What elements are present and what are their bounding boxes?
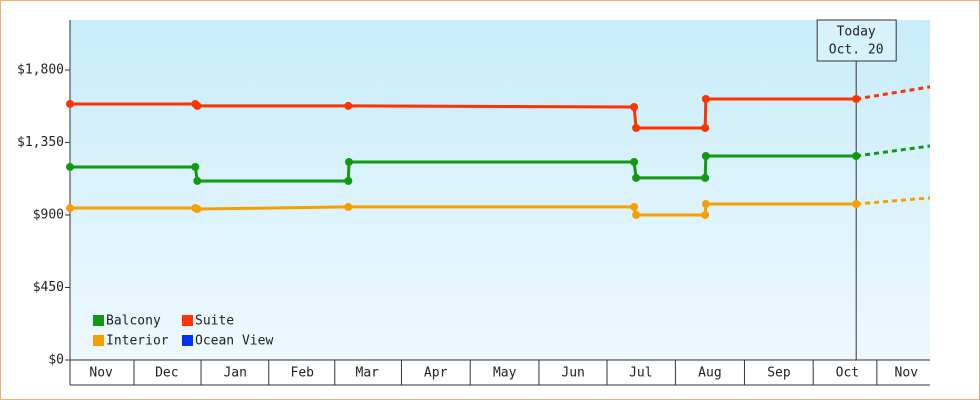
legend-swatch (182, 315, 193, 326)
x-tick-label: Dec (155, 366, 178, 381)
series-point (630, 157, 639, 166)
series-point (701, 94, 710, 103)
series-point (701, 123, 710, 132)
legend-item: Balcony (93, 314, 161, 329)
series-point (701, 173, 710, 182)
series-point (630, 202, 639, 211)
series-point (344, 202, 353, 211)
legend-swatch (182, 335, 193, 346)
series-line (70, 154, 857, 183)
legend-swatch (93, 315, 104, 326)
x-tick-label: May (493, 366, 517, 381)
y-tick-label: $1,800 (17, 62, 64, 77)
y-tick-label: $1,350 (17, 135, 64, 150)
y-tick-label: $900 (33, 207, 64, 222)
series-point (701, 200, 710, 209)
legend-item: Ocean View (182, 334, 273, 349)
today-label: Today (837, 25, 876, 40)
x-tick-label: Feb (291, 366, 315, 381)
legend-label: Balcony (106, 314, 161, 329)
series-point (66, 162, 74, 171)
x-tick-label: Mar (356, 366, 380, 381)
legend-label: Suite (195, 314, 234, 329)
series-point (632, 210, 641, 219)
x-tick-label: Oct (836, 366, 859, 381)
series-point (344, 176, 353, 185)
series-point (630, 103, 639, 112)
legend-label: Interior (106, 334, 169, 349)
x-tick-label: Apr (424, 366, 448, 381)
legend-swatch (93, 335, 104, 346)
x-tick-label: Sep (767, 366, 791, 381)
x-tick-label: Jan (223, 366, 246, 381)
today-box (816, 19, 897, 62)
x-tick-label: Nov (895, 366, 919, 381)
legend-item: Suite (182, 314, 234, 329)
series-point (193, 205, 202, 214)
series-point (632, 173, 641, 182)
series-point (701, 210, 710, 219)
today-label: Oct. 20 (829, 43, 884, 58)
series-point (66, 99, 74, 108)
plot-area (70, 20, 930, 360)
layer: $0 $450 $900 $1,350 $1,800 Nov Dec Jan Feb Mar Apr… (17, 19, 931, 386)
legend-label: Ocean View (195, 334, 273, 349)
series-point (344, 157, 353, 166)
y-tick-label: $450 (33, 280, 64, 295)
legend-item: Interior (93, 334, 169, 349)
forecast-line (855, 144, 931, 158)
series-point (344, 101, 353, 110)
series-point (193, 101, 202, 110)
series-point (701, 152, 710, 160)
series-point (193, 176, 202, 185)
series-point (191, 162, 200, 171)
x-tick-label: Aug (698, 366, 721, 381)
x-tick-label: Nov (89, 366, 113, 381)
y-tick-label: $0 (48, 353, 64, 368)
forecast-line (855, 85, 931, 101)
x-tick-label: Jun (561, 366, 584, 381)
x-tick-label: Jul (629, 366, 652, 381)
series-point (632, 123, 641, 132)
forecast-line (856, 196, 931, 206)
series-point (66, 204, 74, 213)
